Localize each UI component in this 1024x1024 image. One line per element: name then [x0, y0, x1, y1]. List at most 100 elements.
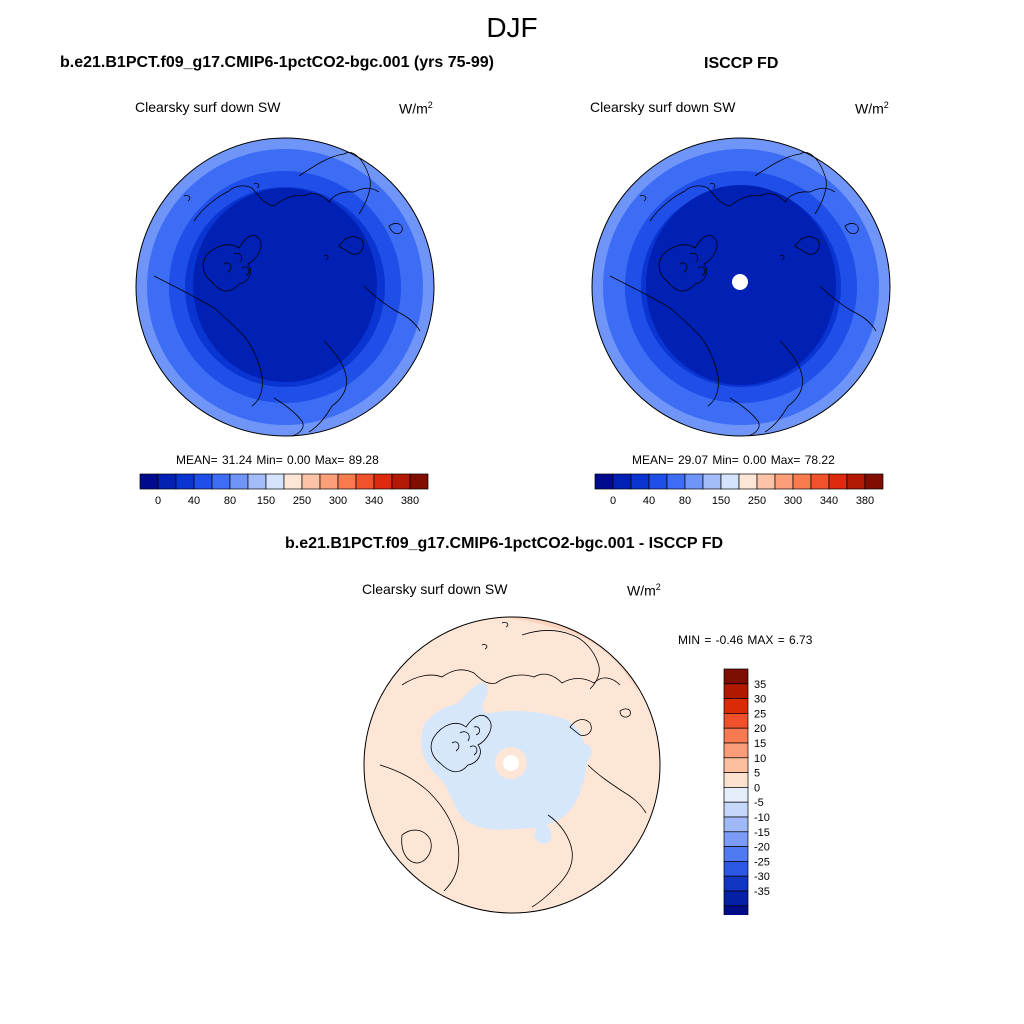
- diff-colorbar-box: [723, 772, 749, 788]
- obs-units-label: W/m2: [855, 100, 889, 117]
- diff-colorbar-tick: -20: [754, 842, 770, 854]
- obs-colorbar-tick: 300: [784, 495, 802, 507]
- obs-colorbar-box: [594, 473, 614, 490]
- diff-colorbar-box: [723, 742, 749, 759]
- diff-colorbar-tick: -30: [754, 871, 770, 883]
- obs-colorbar-box: [828, 473, 848, 490]
- diff-panel-title: b.e21.B1PCT.f09_g17.CMIP6-1pctCO2-bgc.00…: [285, 535, 724, 552]
- model-colorbar-box: [193, 473, 213, 490]
- diff-colorbar-tick: 5: [754, 768, 760, 780]
- model-colorbar-box: [175, 473, 195, 490]
- diff-colorbar-box: [723, 875, 749, 892]
- diff-colorbar-tick: 35: [754, 679, 766, 691]
- model-colorbar-box: [283, 473, 303, 490]
- obs-colorbar-boxes: [594, 473, 884, 490]
- model-colorbar-labels: 0 40 80 150 250 300 340 380: [155, 495, 419, 507]
- diff-colorbar-tick: 30: [754, 694, 766, 706]
- diff-colorbar-box: [723, 683, 749, 699]
- diff-colorbar-labels: 35 30 25 20 15 10 5 0 -5 -10 -15 -20 -25 -30 -35: [754, 679, 770, 898]
- diff-colorbar-tick: -25: [754, 856, 770, 868]
- diff-colorbar-box: [723, 831, 749, 847]
- diff-colorbar-tick: 25: [754, 708, 766, 720]
- model-colorbar-tick: 380: [401, 495, 419, 507]
- model-colorbar-box: [355, 473, 375, 490]
- obs-colorbar-box: [792, 473, 812, 490]
- model-colorbar-box: [139, 473, 159, 490]
- model-colorbar-box: [157, 473, 177, 490]
- diff-negative-region-2: [534, 824, 552, 844]
- diff-polar-map: [363, 616, 661, 914]
- obs-colorbar-box: [864, 473, 884, 490]
- obs-colorbar-box: [666, 473, 686, 490]
- model-core: [193, 188, 377, 382]
- diff-colorbar-box: [723, 890, 749, 907]
- model-colorbar-tick: 300: [329, 495, 347, 507]
- diff-colorbar-box: [723, 905, 749, 915]
- obs-colorbar-box: [630, 473, 650, 490]
- model-colorbar-box: [409, 473, 429, 490]
- model-colorbar-tick: 0: [155, 495, 161, 507]
- obs-colorbar-labels: 0 40 80 150 250 300 340 380: [610, 495, 874, 507]
- model-polar-map: [135, 137, 435, 437]
- diff-colorbar-box: [723, 713, 749, 729]
- diff-colorbar-tick: -15: [754, 827, 770, 839]
- model-colorbar-box: [337, 473, 357, 490]
- model-colorbar-box: [391, 473, 411, 490]
- obs-colorbar-box: [810, 473, 830, 490]
- diff-colorbar-tick: 15: [754, 738, 766, 750]
- obs-colorbar-box: [702, 473, 722, 490]
- model-colorbar-box: [265, 473, 285, 490]
- diff-colorbar-box: [723, 727, 749, 744]
- diff-colorbar-tick: 10: [754, 753, 766, 765]
- diff-colorbar-box: [723, 861, 749, 877]
- obs-colorbar-box: [720, 473, 740, 490]
- diff-colorbar-boxes: [723, 668, 749, 915]
- diff-colorbar-box: [723, 846, 749, 862]
- diff-colorbar-tick: -35: [754, 886, 770, 898]
- diff-colorbar-box: [723, 787, 749, 803]
- diff-coastlines: [379, 622, 647, 908]
- obs-colorbar-box: [846, 473, 866, 490]
- obs-pole-hole: [732, 274, 748, 290]
- model-variable-label: Clearsky surf down SW: [135, 99, 281, 115]
- obs-colorbar-tick: 250: [748, 495, 766, 507]
- model-stats-line: MEAN= 31.24 Min= 0.00 Max= 89.28: [176, 453, 379, 467]
- model-colorbar-tick: 340: [365, 495, 383, 507]
- diff-stats-line: MIN = -0.46 MAX = 6.73: [678, 633, 813, 647]
- diff-colorbar-tick: 0: [754, 782, 760, 794]
- diff-pole-hole: [503, 755, 519, 771]
- obs-colorbar-box: [774, 473, 794, 490]
- obs-colorbar-box: [738, 473, 758, 490]
- season-title: DJF: [486, 12, 538, 43]
- model-colorbar-box: [229, 473, 249, 490]
- obs-colorbar-tick: 340: [820, 495, 838, 507]
- obs-panel-title: ISCCP FD: [704, 55, 779, 72]
- model-colorbar-box: [301, 473, 321, 490]
- obs-colorbar-box: [684, 473, 704, 490]
- diff-colorbar-box: [723, 668, 749, 685]
- model-colorbar-box: [247, 473, 267, 490]
- model-colorbar-tick: 250: [293, 495, 311, 507]
- model-colorbar-tick: 40: [188, 495, 200, 507]
- obs-polar-map: [591, 137, 891, 437]
- obs-variable-label: Clearsky surf down SW: [590, 99, 736, 115]
- obs-colorbar-box: [648, 473, 668, 490]
- model-colorbar: 0 40 80 150 250 300 340 380: [139, 473, 429, 507]
- obs-colorbar-tick: 0: [610, 495, 616, 507]
- diff-variable-label: Clearsky surf down SW: [362, 581, 508, 597]
- diff-colorbar-tick: 20: [754, 723, 766, 735]
- obs-colorbar-tick: 80: [679, 495, 691, 507]
- model-panel-title: b.e21.B1PCT.f09_g17.CMIP6-1pctCO2-bgc.00…: [60, 54, 494, 71]
- model-colorbar-boxes: [139, 473, 429, 490]
- model-colorbar-box: [373, 473, 393, 490]
- obs-colorbar-box: [612, 473, 632, 490]
- diff-units-label: W/m2: [627, 582, 661, 599]
- diff-colorbar-box: [723, 757, 749, 773]
- diff-colorbar-box: [723, 801, 749, 818]
- diff-colorbar: 35 30 25 20 15 10 5 0 -5 -10 -15 -20 -25 -30 -35: [723, 668, 770, 915]
- obs-colorbar-tick: 150: [712, 495, 730, 507]
- obs-colorbar: 0 40 80 150 250 300 340 380: [594, 473, 884, 507]
- model-coastlines: [153, 152, 421, 437]
- model-colorbar-tick: 80: [224, 495, 236, 507]
- model-colorbar-box: [211, 473, 231, 490]
